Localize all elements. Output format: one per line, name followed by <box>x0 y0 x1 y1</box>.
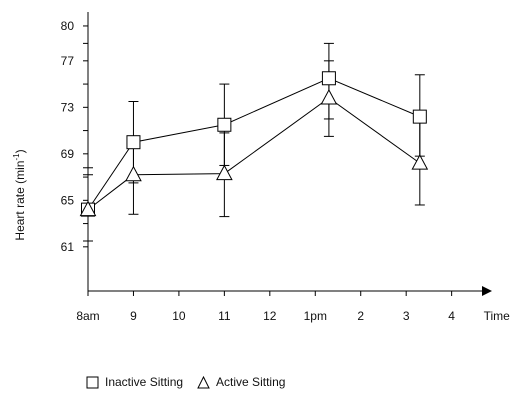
y-tick-label: 69 <box>61 147 75 161</box>
x-axis-arrow <box>482 286 492 296</box>
marker-active-sitting <box>411 154 429 170</box>
marker-inactive-sitting <box>126 135 141 150</box>
y-axis-label: Heart rate (min-1) <box>12 149 27 240</box>
y-axis-label-superscript: -1 <box>12 153 21 161</box>
marker-active-sitting <box>79 200 97 217</box>
legend-label-active-sitting: Active Sitting <box>216 375 286 389</box>
x-tick-label: 8am <box>76 309 99 323</box>
x-tick-label: 9 <box>130 309 137 323</box>
legend: Inactive Sitting Active Sitting <box>86 373 299 391</box>
tick-labels: 61 65 69 73 77 80 8am 9 10 11 12 1pm 2 3 4 <box>61 19 456 323</box>
x-tick-label: 11 <box>218 309 231 323</box>
y-tick-label: 61 <box>61 240 75 254</box>
x-tick-label: 12 <box>263 309 277 323</box>
x-tick-label: 3 <box>403 309 410 323</box>
y-axis-label-main: Heart rate (min <box>13 161 27 241</box>
y-tick-label: 77 <box>61 54 75 68</box>
legend-item-active-sitting: Active Sitting <box>197 375 285 389</box>
x-axis-label: Time <box>484 309 511 323</box>
x-tick-label: 1pm <box>304 309 327 323</box>
marker-inactive-sitting <box>321 71 336 86</box>
y-axis-label-end: ) <box>13 149 27 153</box>
marker-inactive-sitting <box>217 117 232 132</box>
marker-active-sitting <box>125 165 142 182</box>
x-tick-label: 2 <box>357 309 364 323</box>
triangle-icon <box>197 375 210 388</box>
series-markers <box>79 71 429 217</box>
series-line-active-sitting <box>87 97 421 211</box>
legend-item-inactive-sitting: Inactive Sitting <box>86 375 183 389</box>
y-tick-label: 80 <box>61 19 75 33</box>
square-icon <box>86 376 99 388</box>
legend-label-inactive-sitting: Inactive Sitting <box>105 375 184 389</box>
x-tick-label: 4 <box>448 309 455 323</box>
axes <box>83 12 492 296</box>
marker-active-sitting <box>216 164 233 181</box>
x-tick-label: 10 <box>172 309 186 323</box>
y-tick-label: 73 <box>61 100 75 114</box>
y-tick-label: 65 <box>61 193 75 207</box>
marker-inactive-sitting <box>412 109 427 124</box>
marker-active-sitting <box>320 88 338 105</box>
